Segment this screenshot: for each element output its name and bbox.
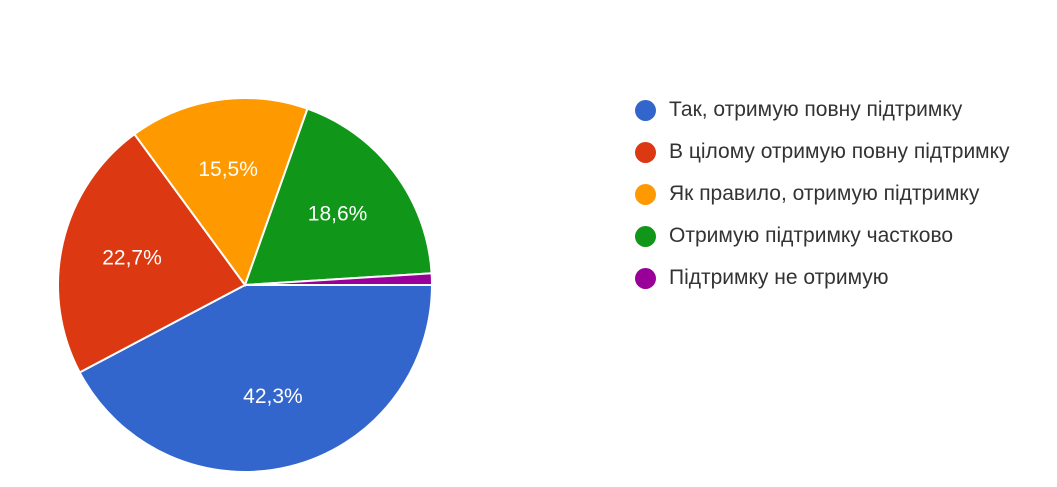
legend-item-partial-support[interactable]: Отримую підтримку частково — [635, 219, 1045, 253]
legend-label: Так, отримую повну підтримку — [669, 98, 963, 121]
legend-swatch — [635, 100, 656, 121]
legend-swatch — [635, 184, 656, 205]
slice-value-label: 15,5% — [198, 158, 258, 181]
legend-item-mostly-full-support[interactable]: В цілому отримую повну підтримку — [635, 135, 1045, 169]
pie-slice-2[interactable] — [133, 97, 309, 288]
legend-item-full-support[interactable]: Так, отримую повну підтримку — [635, 93, 1045, 127]
pie-plot-area: 42,3% 22,7% 15,5% 18,6% — [57, 97, 434, 473]
legend-item-no-support[interactable]: Підтримку не отримую — [635, 261, 1045, 295]
pie-slice-0[interactable] — [78, 284, 434, 473]
pie-slice-4[interactable] — [244, 272, 434, 286]
slice-value-label: 18,6% — [308, 203, 368, 226]
legend-label: Отримую підтримку частково — [669, 224, 954, 247]
legend-label: В цілому отримую повну підтримку — [669, 140, 1010, 163]
legend-swatch — [635, 226, 656, 247]
legend-swatch — [635, 268, 656, 289]
pie-slice-1[interactable] — [57, 132, 247, 374]
legend-item-usually-support[interactable]: Як правило, отримую підтримку — [635, 177, 1045, 211]
legend-swatch — [635, 142, 656, 163]
chart-legend: Так, отримую повну підтримку В цілому от… — [635, 93, 1045, 303]
legend-label: Підтримку не отримую — [669, 266, 889, 289]
legend-label: Як правило, отримую підтримку — [669, 182, 980, 205]
pie-slice-3[interactable] — [243, 107, 433, 287]
slice-value-label: 42,3% — [243, 385, 303, 408]
slice-value-label: 22,7% — [102, 247, 162, 270]
